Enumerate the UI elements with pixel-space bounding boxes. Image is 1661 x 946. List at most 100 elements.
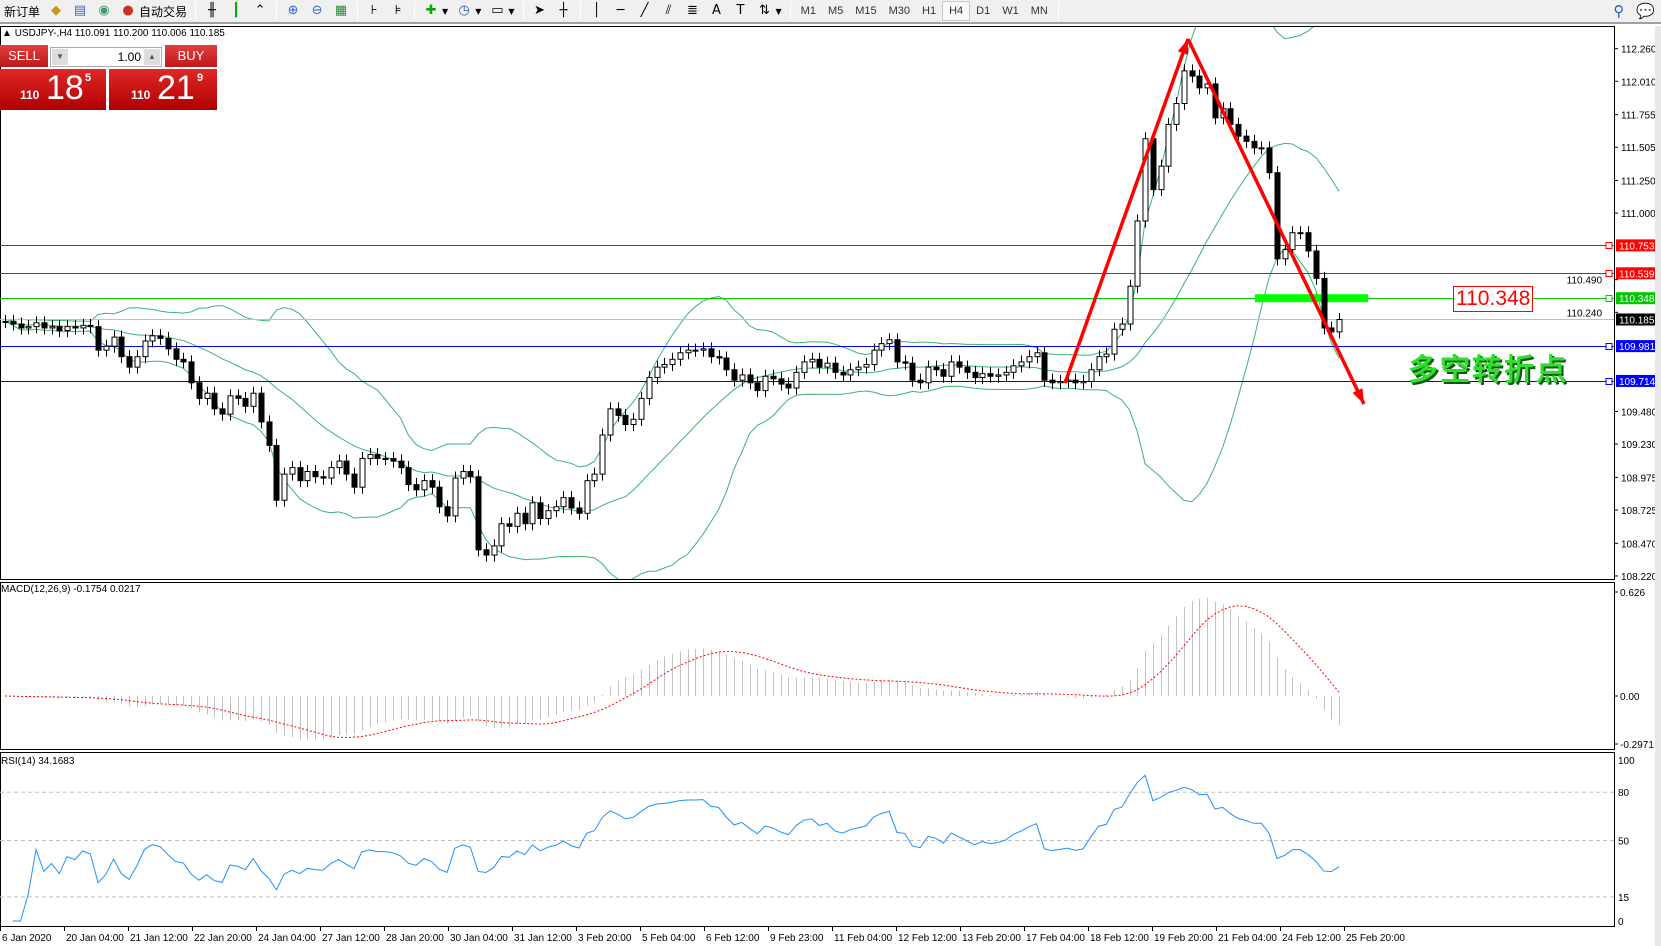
uptrend-arrow-head <box>1177 39 1189 55</box>
sell-price[interactable]: 110 18 5 <box>0 69 106 110</box>
candle <box>956 355 963 374</box>
lot-size-stepper[interactable]: ▼ ▲ <box>50 47 162 67</box>
candle <box>343 454 350 481</box>
candle-body <box>467 471 474 478</box>
candle-body <box>979 373 986 379</box>
scrollbar[interactable] <box>1655 26 1661 946</box>
search-icon[interactable]: ⚲ <box>1613 2 1625 20</box>
candle <box>1034 346 1041 364</box>
price-tag-bg <box>1616 292 1658 305</box>
timeframe-h1[interactable]: H1 <box>922 5 937 17</box>
candle-body <box>49 326 56 329</box>
turning-point-annotation[interactable]: 多空转折点 <box>1408 353 1568 388</box>
candle <box>390 451 397 468</box>
price-tag-bg <box>1616 239 1658 252</box>
tile-windows-button[interactable]: ▦ <box>329 0 353 22</box>
buy-price[interactable]: 110 21 9 <box>109 69 217 110</box>
auto-trading-button[interactable]: ● 自动交易 <box>116 0 191 22</box>
candle <box>522 506 529 531</box>
timeframe-m30[interactable]: M30 <box>888 5 911 17</box>
candle <box>871 343 878 372</box>
zoom-in-button[interactable]: ⊕ <box>281 0 305 22</box>
candle <box>909 356 916 387</box>
bar-chart-button[interactable]: ╫ <box>200 0 224 22</box>
candle-body <box>809 358 816 363</box>
rsi-tick-label: 0 <box>1618 917 1624 928</box>
candle-body <box>591 473 598 482</box>
fibonacci-button[interactable]: ≣ <box>681 0 705 22</box>
rsi-tick-label: 80 <box>1618 788 1630 799</box>
price-axis: 112.260 112.010 111.755 111.505 111.250 111.0… <box>1567 45 1658 583</box>
macd-tick-label: 0.626 <box>1620 588 1645 599</box>
text-button[interactable]: A <box>705 0 729 22</box>
decrease-lot-icon[interactable]: ▼ <box>52 49 68 65</box>
new-order-button[interactable]: 新订单 <box>0 0 44 22</box>
timeframe-m5[interactable]: M5 <box>827 5 844 17</box>
periods-button[interactable]: ◷ ▼ <box>452 0 485 22</box>
candle-body <box>1034 352 1041 358</box>
candle-body <box>421 480 428 491</box>
candle-body <box>1181 70 1188 105</box>
candle-body <box>840 371 847 376</box>
increase-lot-icon[interactable]: ▲ <box>144 49 160 65</box>
candle <box>1127 279 1134 331</box>
arrows-button[interactable]: ⇅ ▼ <box>753 0 786 22</box>
candle <box>367 448 374 465</box>
lot-size-input[interactable] <box>69 49 141 65</box>
timeframe-w1[interactable]: W1 <box>1002 5 1019 17</box>
buy-price-point: 9 <box>197 72 204 84</box>
indicators-button[interactable]: ✚ ▼ <box>419 0 452 22</box>
price-tick-label: 108.725 <box>1621 506 1658 517</box>
toolbar-separator <box>276 1 278 21</box>
crosshair-button[interactable]: ┼ <box>552 0 576 22</box>
navigator-button[interactable]: ▤ <box>68 0 92 22</box>
price-tick-label: 108.220 <box>1621 572 1658 583</box>
candle-body <box>723 357 730 371</box>
time-tick-label: 17 Feb 04:00 <box>1026 933 1085 944</box>
candle <box>165 331 172 356</box>
equidistant-channel-button[interactable]: ⫽ <box>657 0 681 22</box>
horizontal-line-button[interactable]: ─ <box>609 0 633 22</box>
market-watch-button[interactable]: ◆ <box>44 0 68 22</box>
candle-body <box>80 324 87 329</box>
timeframe-mn[interactable]: MN <box>1030 5 1048 17</box>
text-icon: A <box>712 3 721 18</box>
candle <box>615 402 622 422</box>
candle-body <box>18 323 25 329</box>
timeframe-d1[interactable]: D1 <box>976 5 991 17</box>
price-annotation-box[interactable]: 110.348 <box>1453 286 1534 312</box>
text-label-button[interactable]: T <box>729 0 753 22</box>
chart-shift-button[interactable]: ⊧ <box>386 0 410 22</box>
timeframe-m1[interactable]: M1 <box>800 5 816 17</box>
candle-body <box>157 335 164 339</box>
macd-tick-label: 0.00 <box>1620 692 1640 703</box>
candle-body <box>863 364 870 368</box>
candle <box>95 320 102 357</box>
vertical-line-button[interactable]: │ <box>585 0 609 22</box>
zoom-out-button[interactable]: ⊖ <box>305 0 329 22</box>
candle-body <box>398 460 405 469</box>
candlestick-button[interactable]: ┃ <box>224 0 248 22</box>
line-chart-button[interactable]: ⌃ <box>248 0 272 22</box>
candle <box>41 316 48 335</box>
sell-button[interactable]: SELL <box>0 45 48 67</box>
candle <box>1072 373 1079 390</box>
signals-button[interactable]: ◉ <box>92 0 116 22</box>
candle <box>498 517 505 553</box>
templates-button[interactable]: ▭ ▼ <box>485 0 518 22</box>
sell-price-prefix: 110 <box>20 88 40 102</box>
trendline-button[interactable]: ╱ <box>633 0 657 22</box>
candle-body <box>770 375 777 380</box>
buy-button[interactable]: BUY <box>165 45 217 67</box>
timeframe-m15[interactable]: M15 <box>855 5 877 17</box>
timeframe-h4[interactable]: H4 <box>942 1 971 21</box>
candle <box>1305 226 1312 258</box>
candle <box>739 368 746 387</box>
price-tick-label: 111.505 <box>1621 143 1656 154</box>
chat-icon[interactable]: 💬 <box>1636 2 1655 20</box>
cursor-button[interactable]: ➤ <box>528 0 552 22</box>
candle-body <box>677 352 684 360</box>
candle-body <box>235 395 242 399</box>
auto-scroll-button[interactable]: ⊦ <box>362 0 386 22</box>
